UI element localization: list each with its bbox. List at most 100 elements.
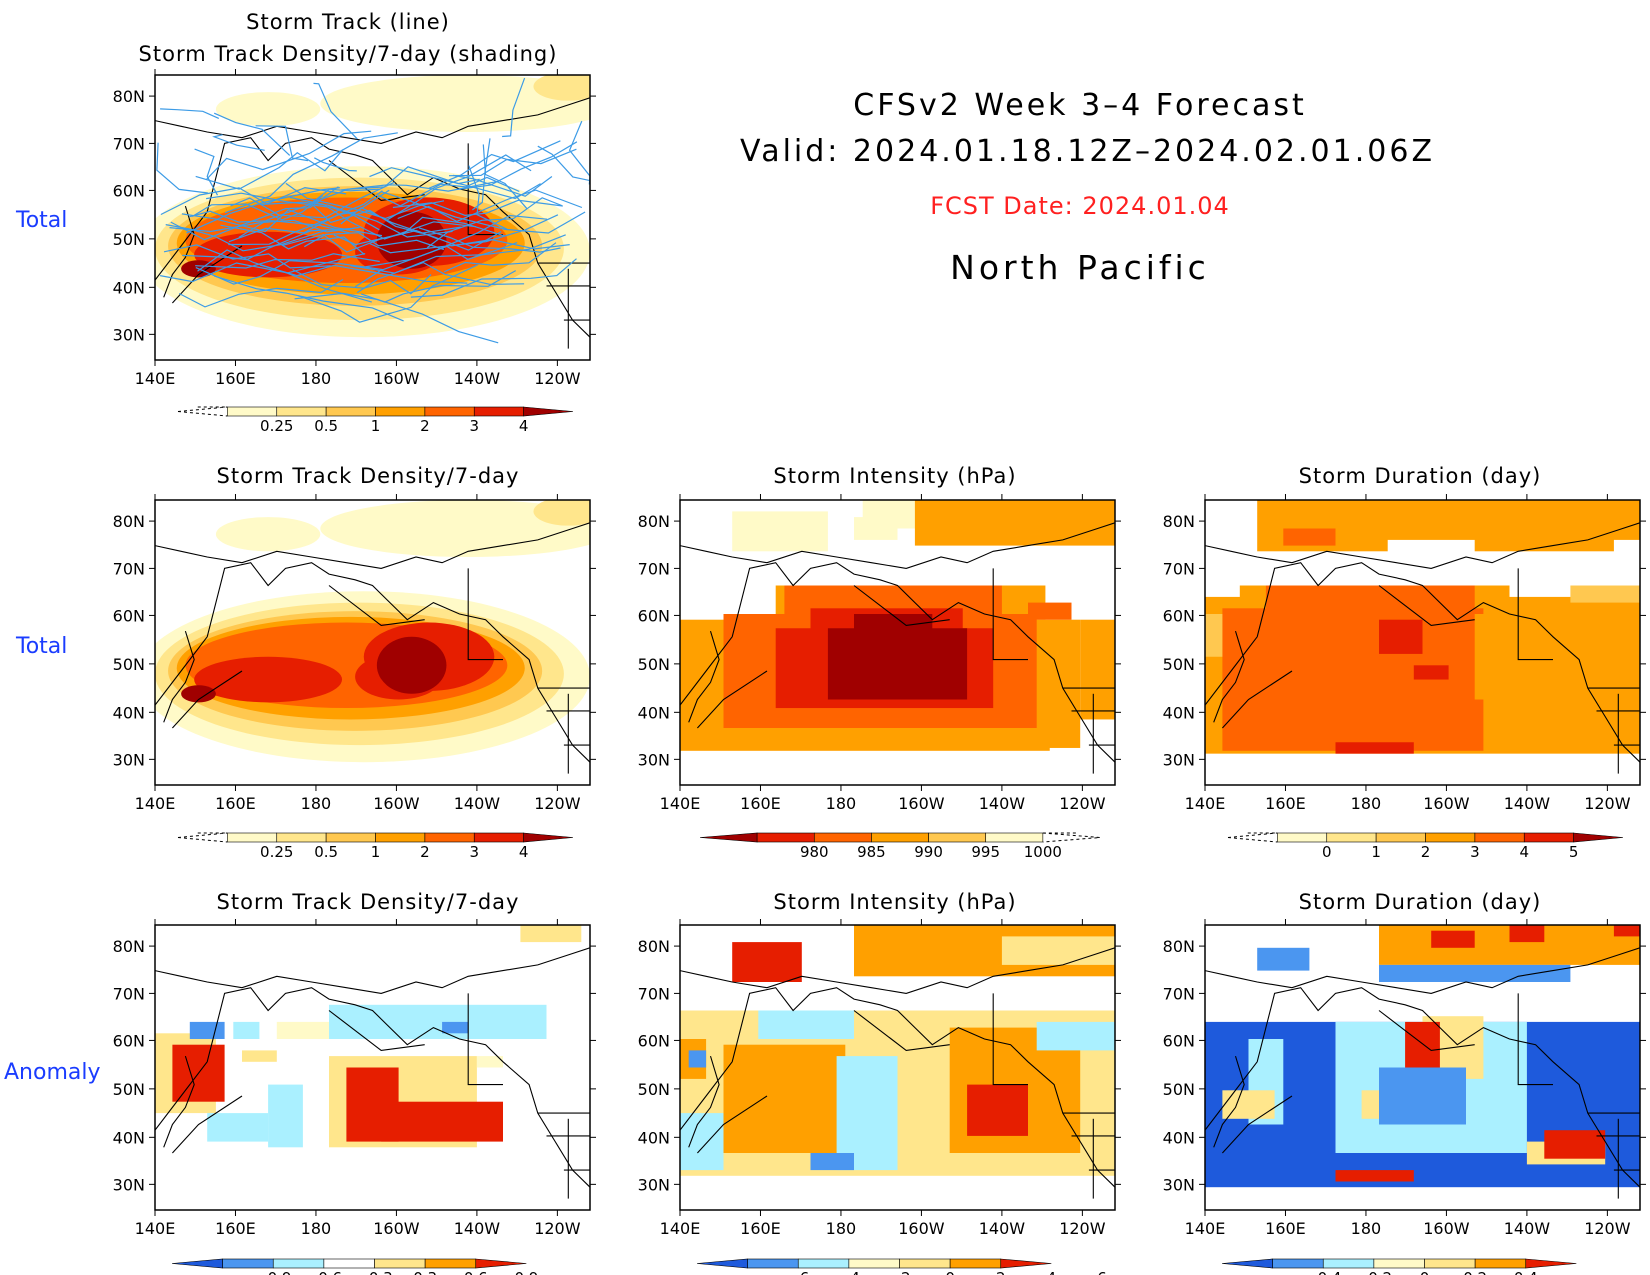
shade-cell: [189, 1021, 225, 1039]
coastline: [467, 568, 503, 661]
coastline: [163, 205, 195, 298]
colorbar-swatch: [1424, 1258, 1476, 1269]
storm-track-line: [387, 154, 532, 221]
colorbar-tick-label: 3: [469, 843, 479, 861]
lat-label: 30N: [113, 1175, 145, 1194]
colorbar-tick-label: −0.3: [356, 1269, 392, 1275]
coastline: [1205, 987, 1640, 1188]
lat-label: 80N: [113, 937, 145, 956]
shade-cell: [1431, 930, 1475, 948]
shade-cell: [1370, 500, 1640, 540]
storm-track-line: [160, 108, 220, 119]
shade-cell: [1283, 528, 1336, 546]
coastline: [171, 670, 243, 729]
colorbar-tick-label: 0.4: [1514, 1269, 1538, 1275]
storm-track-line: [212, 134, 265, 151]
lat-label: 30N: [113, 325, 145, 344]
shade-cell: [476, 1056, 503, 1068]
storm-track-line: [448, 148, 577, 177]
lon-label: 160W: [898, 794, 945, 813]
lon-label: 160E: [1265, 794, 1306, 813]
colorbar-open-end: [1042, 832, 1101, 843]
colorbar-tick-label: 980: [800, 843, 829, 861]
coastline: [1221, 1095, 1293, 1154]
lon-label: 140E: [135, 1219, 176, 1238]
coastline: [163, 1055, 195, 1148]
colorbar-tick-label: 3: [469, 417, 479, 435]
lon-label: 160W: [1423, 794, 1470, 813]
colorbar-end-triangle: [1525, 1258, 1577, 1269]
lon-label: 120W: [1059, 794, 1106, 813]
storm-track-line: [178, 278, 344, 308]
storm-track-line: [228, 190, 383, 246]
lon-label: 160W: [898, 1219, 945, 1238]
shade-cell: [723, 1044, 846, 1153]
colorbar-tick-label: 0.5: [314, 417, 338, 435]
colorbar: 0.25 0.5 1 2 3 4: [177, 832, 574, 861]
lon-label: 140W: [1504, 794, 1551, 813]
shade-region: [181, 685, 216, 703]
colorbar-end-triangle: [523, 832, 574, 843]
storm-track-line: [195, 260, 384, 285]
lat-label: 40N: [1163, 1128, 1195, 1147]
coastline: [688, 1055, 720, 1148]
lat-label: 60N: [113, 1031, 145, 1050]
colorbar-tick-label: 0.3: [413, 1269, 437, 1275]
coastline: [853, 1010, 950, 1051]
forecast-title: CFSv2 Week 3–4 Forecast: [853, 88, 1307, 123]
coastline: [1517, 568, 1553, 661]
colorbar-tick-label: −0.6: [306, 1269, 342, 1275]
storm-track-line: [354, 214, 548, 288]
coastline: [155, 562, 590, 763]
lat-label: 40N: [638, 703, 670, 722]
colorbar-swatch: [1322, 1258, 1375, 1269]
storm-track-line: [410, 258, 577, 298]
storm-track-line: [259, 264, 468, 284]
lon-label: 160E: [215, 794, 256, 813]
lon-label: 140E: [660, 794, 701, 813]
storm-track-line: [213, 112, 291, 156]
storm-track-line: [224, 132, 398, 214]
colorbar-tick-label: 2: [1421, 843, 1431, 861]
shade-cell: [1257, 947, 1310, 971]
shade-cell: [1335, 742, 1414, 754]
shade-region: [376, 636, 447, 694]
colorbar-end-triangle: [696, 1258, 748, 1269]
storm-track-line: [159, 253, 366, 283]
panel-title-duration-anom: Storm Duration (day): [1298, 890, 1542, 914]
shade-cell: [1474, 534, 1614, 552]
colorbar-end-triangle: [1573, 832, 1624, 843]
colorbar-swatch: [272, 1258, 325, 1269]
shade-cell: [1335, 1170, 1414, 1182]
shading-layer: [155, 500, 590, 774]
storm-track-line: [381, 191, 586, 234]
colorbar-swatch: [375, 406, 426, 417]
lat-label: 60N: [1163, 606, 1195, 625]
colorbar-tick-label: 2: [996, 1269, 1006, 1275]
colorbar-swatch: [323, 1258, 375, 1269]
storm-track-line: [285, 182, 445, 220]
colorbar: −6 −4 −2 0 2 4 6: [696, 1258, 1107, 1275]
coastline: [696, 670, 768, 729]
lat-label: 80N: [638, 937, 670, 956]
lon-label: 160W: [373, 1219, 420, 1238]
colorbar: 0.25 0.5 1 2 3 4: [177, 406, 574, 435]
lat-label: 60N: [638, 606, 670, 625]
storm-track-line: [456, 141, 578, 191]
coastline: [688, 630, 720, 723]
lon-label: 120W: [534, 369, 581, 388]
colorbar-swatch: [325, 406, 376, 417]
colorbar-open-end: [177, 406, 228, 417]
lat-label: 50N: [638, 1080, 670, 1099]
coastline: [1205, 947, 1640, 994]
shade-region: [533, 75, 590, 101]
storm-track-line: [397, 189, 583, 223]
shade-region: [533, 500, 590, 526]
lat-label: 40N: [113, 703, 145, 722]
lat-label: 70N: [638, 559, 670, 578]
colorbar-swatch: [1272, 1258, 1324, 1269]
colorbar-tick-label: 4: [519, 843, 529, 861]
colorbar-tick-label: 1000: [1024, 843, 1062, 861]
